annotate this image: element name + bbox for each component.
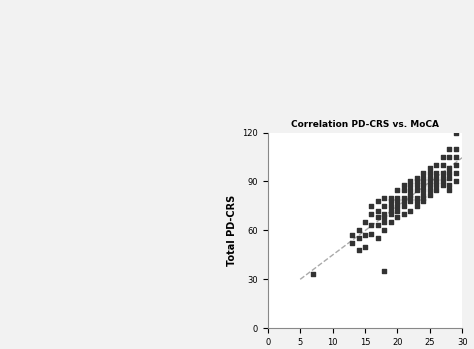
Y-axis label: Total PD-CRS: Total PD-CRS <box>227 195 237 266</box>
Point <box>413 203 420 209</box>
Point <box>432 182 440 187</box>
Point <box>407 187 414 192</box>
Point <box>419 176 427 181</box>
Point <box>368 231 375 236</box>
Point <box>348 240 356 246</box>
Point <box>393 203 401 209</box>
Point <box>393 208 401 214</box>
Point <box>419 192 427 197</box>
Point <box>374 215 382 220</box>
Point <box>387 208 395 214</box>
Point <box>387 198 395 204</box>
Point <box>426 176 434 181</box>
Point <box>419 195 427 201</box>
Point <box>400 195 408 201</box>
Title: Correlation PD-CRS vs. MoCA: Correlation PD-CRS vs. MoCA <box>291 120 439 129</box>
Point <box>361 232 369 238</box>
Point <box>426 179 434 184</box>
Point <box>381 211 388 217</box>
Point <box>407 179 414 184</box>
Point <box>452 179 459 184</box>
Point <box>361 244 369 250</box>
Point <box>381 228 388 233</box>
Point <box>361 220 369 225</box>
Point <box>439 171 447 176</box>
Point <box>452 130 459 135</box>
Point <box>413 182 420 187</box>
Point <box>407 195 414 201</box>
Point <box>310 272 317 277</box>
Point <box>381 195 388 201</box>
Point <box>439 162 447 168</box>
Point <box>426 192 434 197</box>
Point <box>446 154 453 160</box>
Point <box>400 211 408 217</box>
Point <box>407 208 414 214</box>
Point <box>432 162 440 168</box>
Point <box>374 236 382 241</box>
Point <box>426 166 434 171</box>
Point <box>446 146 453 152</box>
Point <box>413 187 420 192</box>
Point <box>419 182 427 187</box>
Point <box>407 192 414 197</box>
Point <box>393 195 401 201</box>
Point <box>387 220 395 225</box>
Point <box>426 182 434 187</box>
Point <box>432 179 440 184</box>
Point <box>374 208 382 214</box>
Point <box>446 171 453 176</box>
Point <box>419 198 427 204</box>
Point <box>400 203 408 209</box>
Point <box>419 179 427 184</box>
Point <box>413 198 420 204</box>
Point <box>400 198 408 204</box>
Point <box>368 223 375 228</box>
Point <box>419 171 427 176</box>
Point <box>355 236 362 241</box>
Point <box>407 198 414 204</box>
Point <box>413 176 420 181</box>
Point <box>348 232 356 238</box>
Point <box>374 223 382 228</box>
Point <box>446 166 453 171</box>
Point <box>439 176 447 181</box>
Point <box>419 187 427 192</box>
Point <box>446 176 453 181</box>
Point <box>381 215 388 220</box>
Point <box>387 203 395 209</box>
Point <box>400 187 408 192</box>
Point <box>400 182 408 187</box>
Point <box>368 203 375 209</box>
Point <box>439 182 447 187</box>
Point <box>381 220 388 225</box>
Point <box>426 187 434 192</box>
Point <box>368 211 375 217</box>
Point <box>413 195 420 201</box>
Point <box>426 171 434 176</box>
Point <box>439 179 447 184</box>
Point <box>355 228 362 233</box>
Point <box>432 171 440 176</box>
Point <box>452 154 459 160</box>
Point <box>387 211 395 217</box>
Point <box>413 179 420 184</box>
Point <box>393 198 401 204</box>
Point <box>393 187 401 192</box>
Point <box>432 187 440 192</box>
Point <box>439 154 447 160</box>
Point <box>452 146 459 152</box>
Point <box>452 171 459 176</box>
Point <box>393 215 401 220</box>
Point <box>432 176 440 181</box>
Point <box>452 162 459 168</box>
Point <box>374 198 382 204</box>
Point <box>407 182 414 187</box>
Point <box>381 203 388 209</box>
Point <box>446 182 453 187</box>
Point <box>355 247 362 253</box>
Point <box>387 195 395 201</box>
Point <box>381 268 388 274</box>
Point <box>446 187 453 192</box>
